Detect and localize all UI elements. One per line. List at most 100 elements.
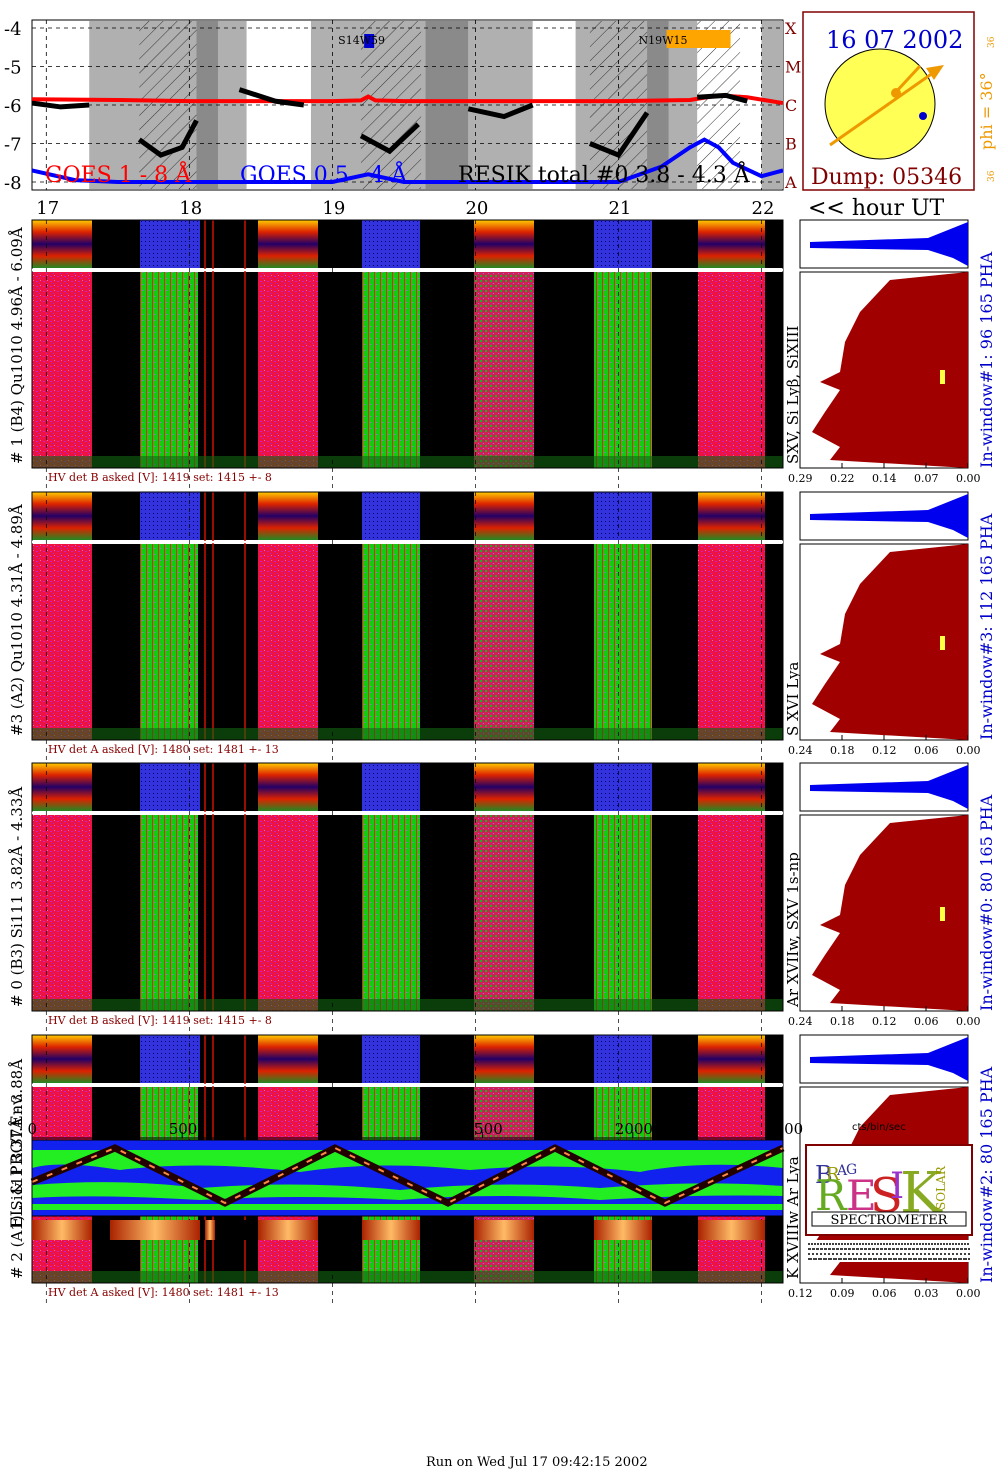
- pha-strip-segment: [318, 1035, 362, 1083]
- hist-tick-label: 0.18: [830, 1015, 855, 1028]
- env-strip-segment: [698, 1220, 765, 1240]
- pha-strip-segment: [92, 1035, 140, 1083]
- orbit-direction-arrow: [829, 66, 941, 147]
- pha-strip-segment: [92, 763, 140, 811]
- spectrum-segment: [698, 815, 765, 1011]
- dump-label: Dump: 05346: [811, 165, 962, 190]
- spectrum-segment: [362, 544, 420, 740]
- spectrum-segment: [652, 815, 698, 1011]
- spectrum-segment: [474, 815, 534, 1011]
- hv-label: HV det A asked [V]: 1480 set: 1481 +- 13: [48, 1286, 279, 1299]
- logo-letter-b: B: [815, 1161, 833, 1189]
- series-goes-short: [31, 137, 784, 184]
- logo-fine-print: [806, 1240, 972, 1262]
- hist-tick-label: 0.24: [788, 1015, 813, 1028]
- env-strip-segment: [362, 1220, 420, 1240]
- spectrum-segment: [534, 544, 594, 740]
- pha-strip-segment: [362, 763, 420, 811]
- spectrum-segment: [258, 544, 318, 740]
- spectrum-segment: [534, 815, 594, 1011]
- pha-strip-segment: [200, 220, 258, 268]
- pha-strip-segment: [594, 492, 652, 540]
- pha-strip-segment: [594, 220, 652, 268]
- legend-goes-short: GOES 0.5 - 4 Å: [240, 160, 408, 188]
- spectrum-segment: [92, 815, 140, 1011]
- hist-tick-label: 0.00: [956, 1015, 981, 1028]
- hist-tick-label: 0.22: [830, 472, 855, 485]
- window-marker: [940, 370, 945, 384]
- pha-strip-segment: [362, 492, 420, 540]
- y-tick-label: -6: [4, 96, 22, 117]
- env-label: EL. & PROT.Env.: [7, 1093, 26, 1228]
- goes-x-ticks: 17 18 19 20 21 22: [36, 198, 774, 219]
- hv-label: HV det A asked [V]: 1480 set: 1481 +- 13: [48, 743, 279, 756]
- spectrum-segment: [32, 815, 92, 1011]
- env-strip-segment: [205, 1220, 215, 1240]
- pha-histogram: [810, 765, 968, 809]
- detector-line-label: S XVI Lya: [784, 662, 802, 736]
- resik-logo: B R A G R E S I K SOLAR SPECTROMETER: [805, 1144, 973, 1262]
- pha-strip-segment: [474, 763, 534, 811]
- spectrum-segment: [140, 544, 198, 740]
- series-resik-total: [31, 100, 90, 110]
- pha-histogram: [810, 222, 968, 266]
- spectrum-segment: [318, 815, 362, 1011]
- detector-line-label: Ar XVIIw, SXV 1s-np: [784, 852, 802, 1008]
- pha-strip-segment: [594, 763, 652, 811]
- x-tick-label: 22: [752, 198, 775, 219]
- env-strip-segment: [32, 1220, 92, 1240]
- pha-strip-segment: [534, 492, 594, 540]
- detector-line-label: K XVIIIw Ar Lya: [784, 1156, 802, 1279]
- target-marker: [919, 112, 927, 120]
- spectrum-bottom-band: [32, 456, 783, 468]
- pha-strip-segment: [362, 1035, 420, 1083]
- pha-strip-segment: [698, 763, 765, 811]
- pha-strip-segment: [698, 1035, 765, 1083]
- pha-strip-segment: [258, 763, 318, 811]
- hist-tick-label: 0.00: [956, 1287, 981, 1300]
- pha-strip-segment: [32, 492, 92, 540]
- spectrum-segment: [198, 544, 258, 740]
- hist-unit-label: cts/bin/sec: [852, 1122, 906, 1133]
- spectrum-segment: [765, 815, 783, 1011]
- spectrum-segment: [474, 544, 534, 740]
- flare-class-label: X: [785, 19, 797, 38]
- hist-tick-label: 0.12: [788, 1287, 813, 1300]
- channel-tick-label: 1000: [314, 1120, 352, 1138]
- goes-series: [31, 87, 784, 184]
- spectrum-segment: [420, 815, 474, 1011]
- hist-tick-label: 0.03: [914, 1287, 939, 1300]
- spectrum-segment: [420, 272, 474, 468]
- spectrum-segment: [258, 815, 318, 1011]
- spectrum-segment: [698, 272, 765, 468]
- spectrum-segment: [652, 544, 698, 740]
- pha-strip-segment: [652, 220, 698, 268]
- pha-strip-segment: [534, 1035, 594, 1083]
- spectrum-segment: [362, 272, 420, 468]
- pha-strip-segment: [140, 220, 200, 268]
- hist-tick-label: 0.24: [788, 744, 813, 757]
- env-strip-segment: [92, 1220, 110, 1240]
- active-region-label: N19W15: [639, 34, 688, 47]
- pha-strip-segment: [765, 763, 783, 811]
- bottom-channel-axis: 0 500 1000 1500 2000 2500: [28, 1120, 803, 1139]
- x-tick-label: 18: [179, 198, 202, 219]
- env-zigzag-track: [30, 1144, 785, 1207]
- spectrum-bottom-band: [32, 1271, 783, 1283]
- x-tick-label: 21: [608, 198, 631, 219]
- hist-tick-label: 0.00: [956, 472, 981, 485]
- channel-tick-label: 1500: [465, 1120, 503, 1138]
- pha-strip-segment: [474, 1035, 534, 1083]
- hist-tick-label: 0.09: [830, 1287, 855, 1300]
- channel-tick-label: 500: [169, 1120, 198, 1138]
- pha-strip-segment: [318, 492, 362, 540]
- spectrum-histogram: [812, 544, 968, 740]
- hist-tick-label: 0.12: [872, 1015, 897, 1028]
- spectrum-histogram: [812, 272, 968, 468]
- flare-class-label: B: [785, 135, 797, 154]
- logo-letter-r: R: [826, 1164, 840, 1185]
- pha-strip-segment: [765, 1035, 783, 1083]
- spectrum-segment: [594, 272, 652, 468]
- pha-strip-segment: [258, 220, 318, 268]
- logo-word-box: [811, 1211, 967, 1227]
